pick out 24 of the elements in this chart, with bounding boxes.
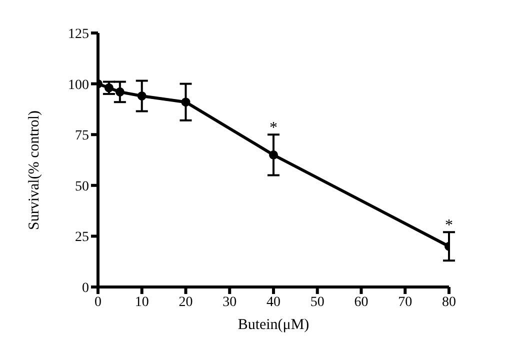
- x-tick-label: 0: [94, 294, 102, 310]
- y-tick-label: 100: [68, 78, 89, 93]
- y-tick-label: 125: [68, 26, 89, 42]
- x-tick-label: 10: [134, 294, 149, 310]
- point: [115, 87, 124, 96]
- y-tick-label: 75: [75, 128, 89, 144]
- y-tick-label: 25: [75, 230, 89, 246]
- y-axis-title: Survival(% control): [26, 110, 42, 230]
- point: [269, 150, 278, 160]
- y-tick-label: 50: [75, 179, 89, 194]
- annotation: *: [270, 120, 278, 137]
- x-tick-label: 40: [266, 294, 280, 310]
- point: [104, 83, 114, 92]
- x-axis-title: Butein(μM): [238, 317, 310, 333]
- x-tick-label: 50: [310, 294, 324, 310]
- annotation: *: [445, 217, 453, 234]
- x-tick-label: 60: [354, 294, 368, 310]
- x-tick-label: 70: [398, 294, 412, 310]
- y-tick-label: 0: [82, 280, 89, 296]
- point: [181, 98, 190, 107]
- x-tick-label: 20: [178, 294, 193, 310]
- x-tick-label: 80: [442, 294, 456, 310]
- x-tick-label: 30: [222, 294, 237, 310]
- point: [137, 91, 146, 100]
